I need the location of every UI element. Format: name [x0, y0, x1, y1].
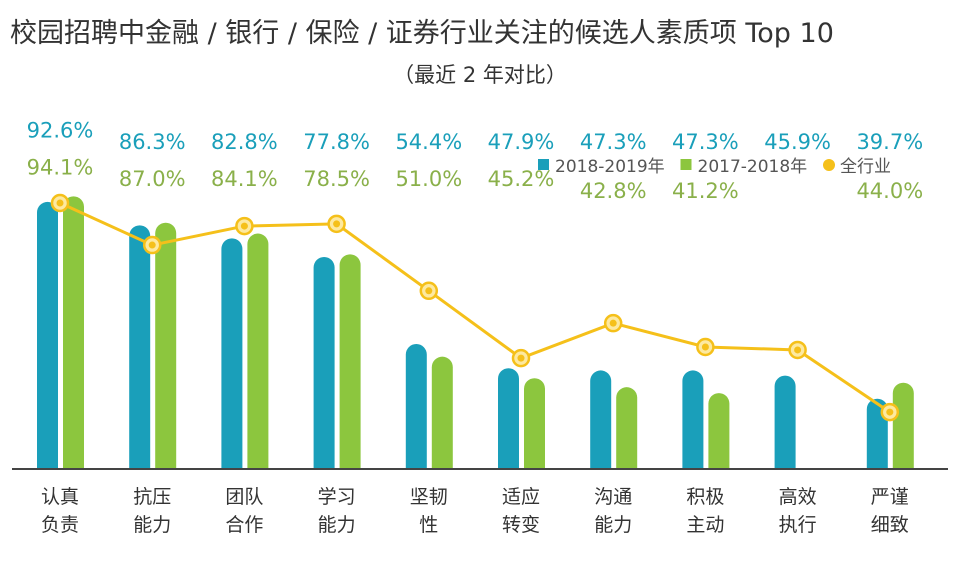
legend-marker-line: [823, 159, 835, 171]
industry-line: [50, 193, 900, 422]
category-label: 能力: [594, 514, 632, 536]
category-label: 负责: [41, 514, 79, 536]
legend-item: 2017-2018年: [680, 157, 808, 177]
category-label: 坚韧: [410, 486, 448, 508]
industry-point-center: [517, 354, 525, 362]
legend-label: 2018-2019年: [555, 157, 665, 177]
value-label-2018-2019: 77.8%: [303, 130, 370, 154]
value-label-2018-2019: 45.9%: [764, 130, 831, 154]
value-label-2017-2018: 94.1%: [27, 155, 94, 179]
category-label: 执行: [779, 514, 817, 536]
category-label: 沟通: [594, 486, 632, 508]
category-label: 积极: [686, 486, 724, 508]
bar-2017-2018: [616, 387, 638, 469]
category-label: 严谨: [871, 486, 909, 508]
chart-title: 校园招聘中金融 / 银行 / 保险 / 证券行业关注的候选人素质项 Top 10: [10, 18, 834, 49]
industry-line-path: [59, 201, 891, 414]
industry-point-center: [794, 346, 802, 354]
bars: [37, 196, 914, 469]
category-label: 主动: [686, 514, 724, 536]
value-label-2017-2018: 42.8%: [580, 179, 647, 203]
bar-2018-2019: [221, 238, 243, 469]
industry-point-center: [148, 241, 156, 249]
bar-2018-2019: [313, 256, 335, 469]
bar-2018-2019: [590, 370, 612, 469]
bar-2017-2018: [155, 222, 177, 469]
bar-2017-2018: [892, 382, 914, 469]
category-label: 适应: [502, 486, 540, 508]
industry-point-center: [56, 199, 64, 207]
bar-2018-2019: [129, 225, 151, 469]
legend-item: 全行业: [823, 157, 891, 177]
value-label-2018-2019: 39.7%: [856, 130, 923, 154]
bar-2017-2018: [339, 254, 361, 469]
value-label-2017-2018: 44.0%: [856, 179, 923, 203]
category-label: 细致: [871, 514, 909, 536]
bar-2018-2019: [774, 375, 796, 469]
value-label-2017-2018: 78.5%: [303, 167, 370, 191]
legend: 2018-2019年 2017-2018年 全行业: [538, 157, 891, 177]
legend-marker-bar: [538, 159, 549, 170]
value-label-2018-2019: 47.3%: [672, 130, 739, 154]
value-label-2018-2019: 86.3%: [119, 130, 186, 154]
category-label: 转变: [502, 514, 540, 536]
value-label-2018-2019: 92.6%: [27, 118, 94, 142]
bar-2017-2018: [63, 196, 84, 469]
legend-label: 2017-2018年: [698, 157, 808, 177]
bar-2017-2018: [247, 233, 269, 469]
bar-2018-2019: [498, 368, 519, 469]
legend-item: 2018-2019年: [538, 157, 665, 177]
legend-marker-bar: [680, 159, 692, 170]
category-label: 能力: [133, 514, 171, 536]
value-label-2018-2019: 47.3%: [580, 130, 647, 154]
value-label-2018-2019: 47.9%: [488, 130, 555, 154]
value-label-2017-2018: 51.0%: [395, 167, 462, 191]
category-label: 能力: [318, 514, 356, 536]
value-label-2018-2019: 82.8%: [211, 130, 278, 154]
industry-point-center: [609, 319, 617, 327]
bar-2018-2019: [682, 370, 704, 469]
value-label-2018-2019: 54.4%: [395, 130, 462, 154]
category-label: 高效: [779, 486, 817, 508]
value-label-2017-2018: 87.0%: [119, 167, 186, 191]
industry-point-center: [701, 343, 709, 351]
value-label-2017-2018: 84.1%: [211, 167, 278, 191]
industry-point-center: [886, 408, 894, 416]
bar-2018-2019: [405, 344, 427, 469]
industry-point-center: [333, 220, 341, 228]
category-label: 性: [419, 514, 438, 536]
value-label-2017-2018: 41.2%: [672, 179, 739, 203]
bar-2017-2018: [708, 393, 730, 469]
industry-point-center: [240, 222, 248, 230]
category-label: 合作: [225, 514, 263, 536]
bar-2018-2019: [37, 201, 58, 469]
category-label: 认真: [41, 486, 79, 508]
legend-label: 全行业: [840, 157, 891, 177]
category-label: 抗压: [133, 486, 171, 508]
bar-2017-2018: [524, 378, 545, 469]
bar-2017-2018: [431, 356, 453, 469]
industry-point-center: [425, 287, 433, 295]
category-label: 团队: [225, 486, 263, 508]
value-labels: 92.6% 94.1% 86.3% 87.0% 82.8% 84.1% 77.8% 78.5%…: [27, 118, 924, 203]
value-label-2017-2018: 45.2%: [488, 167, 555, 191]
chart-subtitle: （最近 2 年对比）: [393, 63, 567, 87]
category-label: 学习: [318, 486, 356, 508]
